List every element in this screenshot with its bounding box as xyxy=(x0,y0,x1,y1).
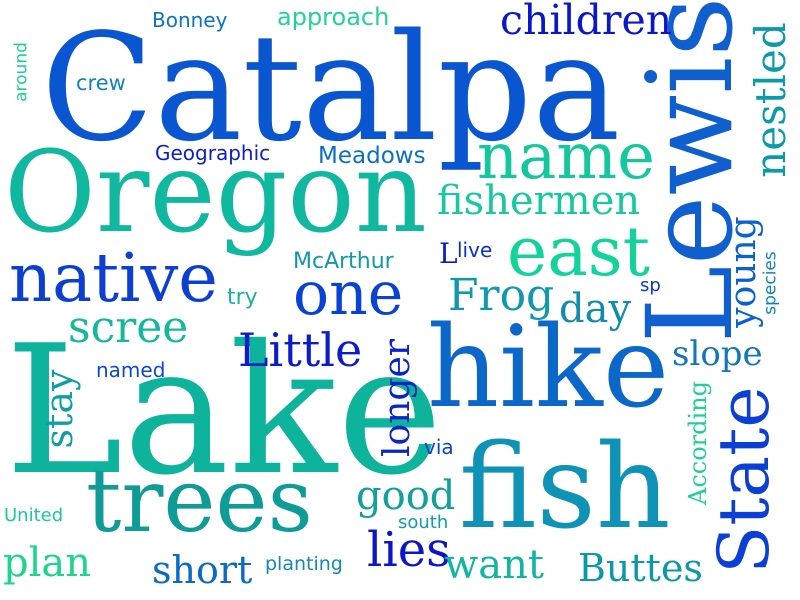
word-fishermen: fishermen xyxy=(437,178,641,224)
word-native: native xyxy=(9,239,218,317)
word-nestled: nestled xyxy=(746,22,795,178)
word-geographic: Geographic xyxy=(155,141,271,165)
word-approach: approach xyxy=(277,3,390,31)
word-trees: trees xyxy=(86,449,313,552)
word-sp: sp xyxy=(640,275,661,296)
word-species: species xyxy=(760,251,781,315)
word-crew: crew xyxy=(76,71,126,95)
word-via: via xyxy=(424,435,454,459)
word-lake: Lake xyxy=(5,307,443,514)
word-around: around xyxy=(11,42,32,102)
word-frog: Frog xyxy=(448,270,555,321)
word-mcarthur: McArthur xyxy=(293,249,394,274)
word-meadows: Meadows xyxy=(318,143,426,169)
word-slope: slope xyxy=(672,334,763,374)
word-hike: hike xyxy=(427,303,670,433)
word-try: try xyxy=(227,285,258,310)
word-l: L xyxy=(439,237,458,270)
word-oregon: Oregon xyxy=(4,128,427,258)
word-lies: lies xyxy=(367,522,451,578)
word-planting: planting xyxy=(265,553,343,575)
word-south: south xyxy=(398,512,449,533)
word-name: name xyxy=(477,120,655,194)
word-want: want xyxy=(444,542,544,588)
word-scree: scree xyxy=(68,302,189,353)
word-named: named xyxy=(96,358,166,382)
word-fish: fish xyxy=(459,420,671,555)
word-good: good xyxy=(356,473,456,519)
word-live: live xyxy=(457,238,493,262)
word-state: State xyxy=(703,386,785,574)
word-short: short xyxy=(152,548,253,592)
word-buttes: Buttes xyxy=(578,546,703,590)
word-united: United xyxy=(4,505,64,526)
word-bonney: Bonney xyxy=(152,8,228,32)
word-east: east xyxy=(507,213,651,292)
word-little: Little xyxy=(238,323,363,377)
word-stay: stay xyxy=(37,369,81,449)
word-young: young xyxy=(723,216,764,328)
word-catalpa: Catalpa xyxy=(41,2,621,174)
word-children: children xyxy=(500,0,673,44)
word-day: day xyxy=(559,286,632,332)
word-one: one xyxy=(293,259,404,329)
word-according: According xyxy=(684,381,712,505)
word-plan: plan xyxy=(3,540,92,586)
word-longer: longer xyxy=(377,339,418,457)
